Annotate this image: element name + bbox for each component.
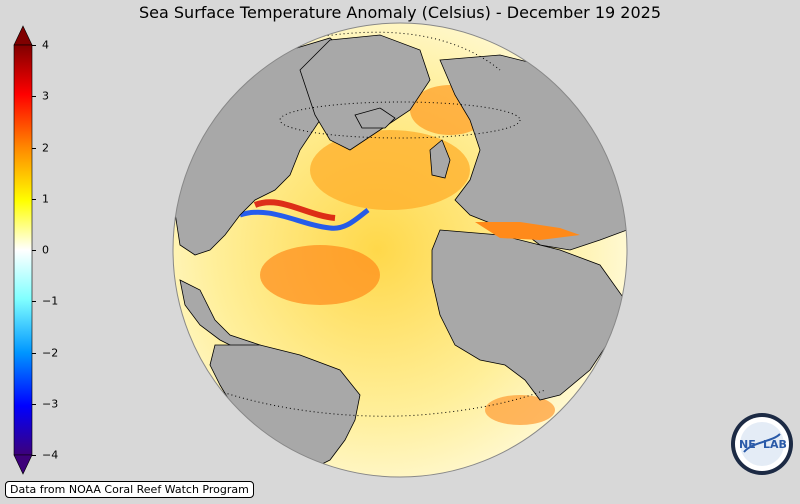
nexlab-logo-svg: NE LAB [731, 413, 793, 475]
logo-text-left: NE [739, 438, 756, 451]
colorbar-tick-label: −1 [42, 294, 59, 308]
colorbar-tick-mark [32, 301, 36, 303]
south-atlantic-warm-anomaly [485, 395, 555, 425]
logo-text-right: LAB [763, 438, 787, 451]
colorbar-tick-label: −2 [42, 346, 59, 359]
land [173, 34, 627, 471]
colorbar-tick-mark [32, 147, 36, 149]
south-america [209, 344, 361, 471]
british-isles [429, 139, 451, 179]
colorbar-tick-label: 4 [42, 38, 49, 52]
colorbar-tick-mark [32, 45, 36, 46]
globe-outline [172, 22, 628, 478]
colorbar-tick-mark [32, 403, 36, 405]
colorbar-tick-label: 1 [42, 192, 49, 206]
africa [431, 229, 626, 401]
colorbar-min-arrow [13, 454, 33, 475]
map-title: Sea Surface Temperature Anomaly (Celsius… [139, 3, 661, 22]
colorbar-tick-mark [32, 96, 36, 98]
colorbar-tick-label: −4 [42, 448, 59, 462]
colorbar-tick-label: 3 [42, 89, 49, 103]
gulf-stream-warm-anomaly [253, 199, 336, 221]
iceland [354, 107, 396, 129]
colorbar-tick-mark [32, 352, 36, 354]
colorbar-svg [13, 25, 33, 475]
tropic-line-north [279, 101, 521, 139]
gulf-stream-cold-anomaly [239, 208, 370, 231]
attribution-label: Data from NOAA Coral Reef Watch Program [5, 481, 254, 498]
subtropical-warm-anomaly [260, 245, 380, 305]
colorbar-tick-label: 2 [42, 141, 49, 154]
mediterranean-cutout [475, 222, 580, 240]
greenland [299, 34, 431, 151]
colorbar-tick-mark [32, 250, 36, 251]
nexlab-logo: NE LAB [730, 412, 794, 476]
colorbar-tick-label: −3 [42, 397, 59, 411]
colorbar-tick-label: 0 [42, 243, 49, 257]
colorbar-tick-mark [32, 455, 36, 456]
colorbar: 4 3 2 1 0 −1 −2 −3 −4 [0, 0, 80, 480]
colorbar-tick-mark [32, 198, 36, 200]
